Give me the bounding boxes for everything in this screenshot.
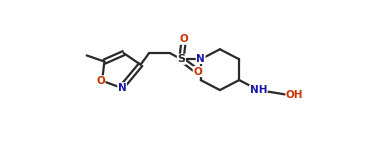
Text: N: N bbox=[118, 83, 127, 93]
Text: NH: NH bbox=[250, 85, 267, 95]
Text: O: O bbox=[179, 34, 188, 44]
Text: O: O bbox=[96, 76, 105, 86]
Text: S: S bbox=[178, 54, 186, 64]
Text: N: N bbox=[196, 53, 205, 63]
Text: O: O bbox=[193, 67, 202, 77]
Text: OH: OH bbox=[286, 91, 303, 100]
